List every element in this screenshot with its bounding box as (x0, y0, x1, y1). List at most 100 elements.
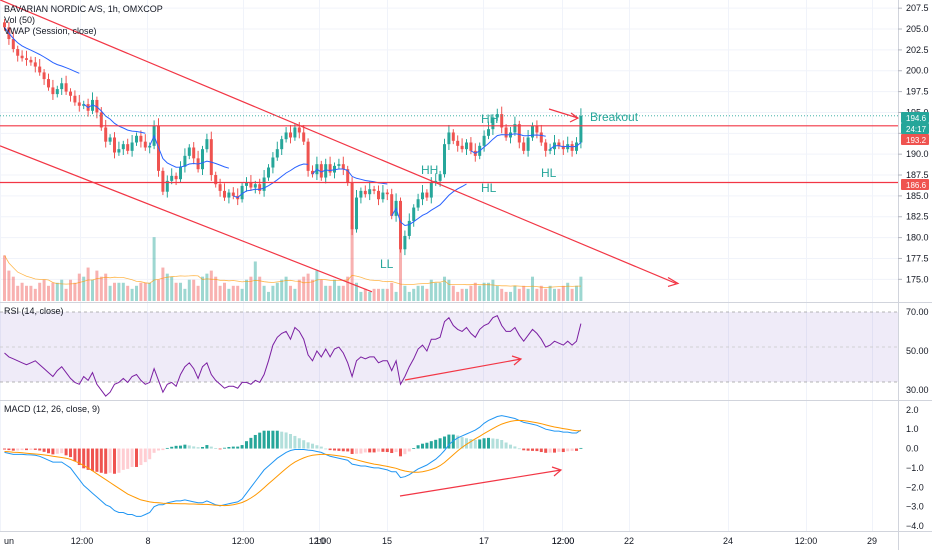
macd-histogram-bar (381, 448, 385, 452)
macd-histogram-bar (469, 439, 473, 449)
macd-histogram-bar (482, 438, 486, 449)
time-tick-label: 12:00 (552, 536, 575, 546)
macd-histogram-bar (209, 446, 213, 449)
macd-histogram-bar (341, 448, 345, 452)
time-tick-label: 22 (624, 536, 634, 546)
volume-bar (372, 288, 376, 301)
macd-histogram-bar (517, 448, 521, 450)
macd-histogram-bar (33, 448, 37, 450)
macd-histogram-bar (157, 448, 160, 451)
candle-body (47, 79, 50, 88)
candle-body (570, 144, 574, 151)
macd-histogram-bar (223, 447, 226, 449)
candle-body (421, 192, 424, 200)
candle-body (363, 190, 367, 195)
candle-body (407, 220, 411, 236)
macd-pane[interactable]: MACD (12, 26, close, 9) (3, 404, 583, 517)
annotation-hl-1: HL (481, 181, 497, 195)
candle-body (482, 135, 486, 146)
macd-histogram-bar (539, 448, 543, 453)
price-tick-label: 187.5 (906, 170, 929, 180)
macd-histogram-bar (429, 441, 433, 449)
candle-body (341, 164, 345, 170)
volume-bar (157, 279, 160, 301)
candle-body (337, 164, 341, 166)
candle-body (465, 142, 468, 150)
macd-histogram-bar (333, 448, 336, 451)
volume-bar (187, 279, 191, 301)
price-annotations: Breakout HH HH HL HL LL (380, 108, 639, 271)
time-tick-label: 12:00 (71, 536, 94, 546)
volume-bar (447, 279, 451, 301)
candle-body (218, 184, 222, 191)
macd-histogram-bar (579, 447, 583, 449)
macd-histogram-bar (531, 448, 534, 451)
macd-histogram-bar (245, 441, 248, 449)
macd-histogram-bar (95, 448, 99, 472)
macd-histogram-bar (509, 444, 512, 449)
macd-histogram-bar (135, 448, 138, 467)
volume-bar (500, 288, 504, 301)
macd-histogram-bar (152, 448, 156, 453)
volume-bar (20, 282, 24, 301)
volume-bar (421, 285, 424, 301)
macd-histogram-bar (504, 442, 508, 449)
volume-bar (381, 288, 385, 301)
annotation-ll: LL (380, 257, 394, 271)
macd-histogram-bar (293, 435, 297, 449)
chart-title: BAVARIAN NORDIC A/S, 1h, OMXCOP (4, 4, 163, 14)
macd-histogram-bar (165, 447, 169, 449)
candle-body (130, 142, 134, 151)
rsi-divergence-arrow (404, 355, 523, 381)
macd-histogram-bar (570, 448, 574, 451)
macd-histogram-bar (126, 448, 130, 469)
volume-bar (403, 285, 407, 301)
volume-bar (451, 285, 455, 301)
price-tick-label: 180.0 (906, 233, 929, 243)
volume-bar (333, 279, 336, 301)
downtrend-arrow-head (667, 276, 680, 288)
candle-body (38, 66, 42, 73)
price-pane[interactable]: Breakout HH HH HL HL LL BAVARIAN NORDIC … (0, 0, 898, 301)
time-tick-label: 12:00 (795, 536, 818, 546)
macd-histogram-bar (399, 448, 402, 457)
volume-bar (297, 279, 301, 301)
volume-bar (504, 291, 508, 301)
candle-body (539, 132, 543, 143)
volume-bar (434, 282, 438, 301)
volume-bar (473, 282, 477, 301)
candle-body (42, 72, 46, 80)
macd-histogram-bar (47, 448, 50, 454)
macd-histogram-bar (117, 448, 121, 473)
time-tick-label: 17 (479, 536, 489, 546)
volume-bar (258, 276, 262, 301)
macd-tick-label: 0.0 (906, 444, 919, 454)
candle-body (526, 137, 530, 151)
time-tick-label: 10 (315, 536, 325, 546)
candle-body (350, 182, 354, 230)
volume-bar (174, 282, 178, 301)
macd-line (4, 415, 582, 517)
candle-body (227, 192, 231, 198)
candle-body (385, 192, 389, 195)
candle-body (284, 132, 288, 140)
candle-body (368, 189, 372, 195)
volume-bar (253, 261, 257, 301)
macd-histogram-bar (69, 448, 72, 458)
volume-bar (478, 285, 482, 301)
volume-bar (11, 276, 15, 301)
candle-body (29, 59, 33, 63)
volume-bar (214, 276, 218, 301)
volume-bar (346, 276, 350, 301)
candle-body (346, 169, 350, 183)
volume-bar (201, 276, 204, 301)
macd-histogram-bar (231, 446, 235, 449)
volume-bar (465, 288, 468, 301)
rsi-pane[interactable]: RSI (14, close) (0, 306, 898, 397)
candle-body (187, 147, 191, 156)
volume-bar (143, 282, 147, 301)
volume-bar (267, 291, 270, 301)
volume-bar (209, 270, 213, 301)
macd-histogram-bar (355, 448, 358, 454)
